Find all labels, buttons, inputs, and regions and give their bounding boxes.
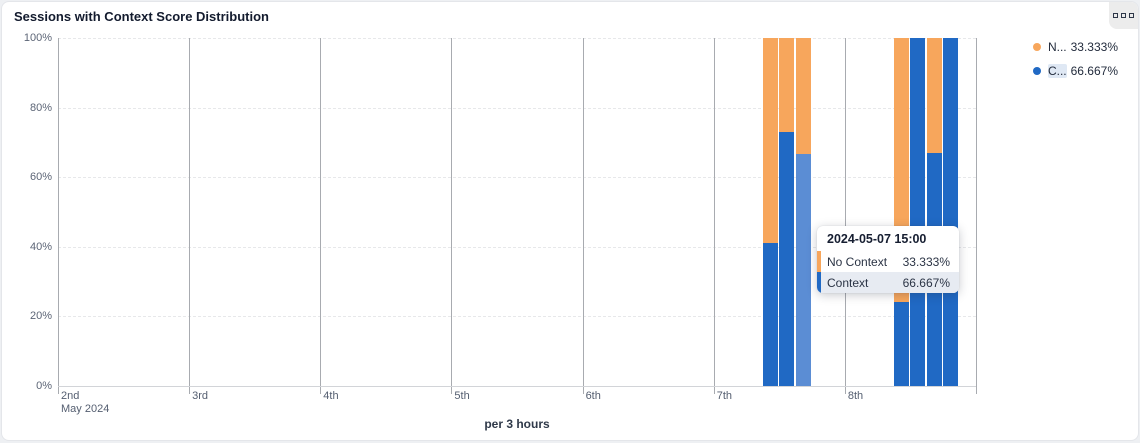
bar-segment-context[interactable]	[943, 38, 959, 386]
x-axis-tick-label: 6th	[585, 390, 601, 402]
bar-segment-context[interactable]	[795, 153, 811, 386]
y-axis-tick-label: 40%	[29, 240, 52, 253]
legend-item-label: N...	[1047, 40, 1067, 54]
three-squares-icon	[1129, 13, 1134, 18]
legend-item-context[interactable]: C... 66.667%	[1032, 59, 1118, 83]
x-axis-tick-label: 5th	[454, 390, 470, 402]
tooltip-series-strip	[817, 251, 821, 272]
panel-title: Sessions with Context Score Distribution	[14, 9, 269, 24]
x-axis-tick-label: 8th	[847, 390, 864, 402]
x-axis-month-label: May 2024	[61, 403, 110, 415]
bar-segment-context[interactable]	[894, 302, 910, 386]
three-squares-icon	[1113, 13, 1118, 18]
bar-segment-no-context[interactable]	[779, 38, 795, 132]
legend-item-no-context[interactable]: N... 33.333%	[1032, 35, 1118, 59]
horizontal-gridline	[58, 316, 976, 318]
legend-item-value: 33.333%	[1070, 40, 1118, 54]
x-axis-unit-label: per 3 hours	[484, 417, 550, 431]
y-axis-tick-label: 20%	[29, 310, 52, 323]
x-axis-line	[58, 386, 976, 387]
vertical-gridline	[58, 38, 59, 394]
legend-item-label: C...	[1047, 64, 1067, 78]
tooltip-title: 2024-05-07 15:00	[827, 232, 927, 246]
three-squares-icon	[1121, 13, 1126, 18]
vertical-gridline	[189, 38, 191, 394]
y-axis-tick-label: 80%	[29, 101, 52, 114]
bar-segment-context[interactable]	[762, 243, 778, 386]
legend-series-dot-icon	[1032, 43, 1041, 51]
vertical-gridline	[976, 38, 977, 394]
y-axis-tick-label: 0%	[36, 380, 52, 392]
bar-segment-no-context[interactable]	[762, 38, 778, 244]
y-axis-tick-label: 60%	[29, 171, 52, 184]
panel-menu-button[interactable]	[1109, 2, 1138, 29]
tooltip-row-value: 33.333%	[902, 254, 950, 269]
bar-segment-no-context[interactable]	[795, 38, 811, 154]
bar-segment-context[interactable]	[910, 38, 926, 386]
y-axis-tick-label: 100%	[23, 32, 52, 44]
tooltip-row: Context 66.667%	[817, 272, 959, 293]
chart-legend: N... 33.333% C... 66.667%	[1032, 35, 1118, 83]
legend-series-dot-icon	[1032, 67, 1041, 75]
tooltip-row-value: 66.667%	[902, 275, 950, 290]
tooltip-series-strip	[817, 272, 821, 293]
horizontal-gridline	[58, 107, 976, 109]
x-axis-tick-label: 7th	[716, 390, 732, 402]
legend-item-value: 66.667%	[1070, 64, 1118, 78]
bar-segment-no-context[interactable]	[926, 38, 942, 153]
chart-tooltip: 2024-05-07 15:00 No Context 33.333% Contex…	[817, 226, 959, 293]
x-axis-tick-label: 4th	[323, 390, 339, 402]
vertical-gridline	[582, 38, 584, 394]
tooltip-row-label: Context	[827, 275, 869, 290]
tooltip-row-label: No Context	[827, 254, 888, 269]
vertical-gridline	[320, 38, 322, 394]
bar-segment-context[interactable]	[779, 131, 795, 386]
horizontal-gridline	[58, 246, 976, 248]
vertical-gridline	[451, 38, 453, 394]
vertical-gridline	[844, 38, 846, 394]
x-axis-tick-label: 3rd	[192, 390, 209, 402]
vertical-gridline	[713, 38, 715, 394]
x-axis-tick-label: 2nd May 2024	[61, 390, 110, 415]
horizontal-gridline	[58, 177, 976, 179]
horizontal-gridline	[58, 38, 976, 39]
tooltip-row: No Context 33.333%	[817, 251, 959, 272]
